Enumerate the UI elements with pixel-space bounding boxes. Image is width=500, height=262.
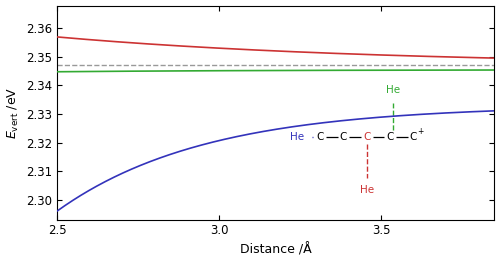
Text: He: He: [290, 132, 304, 142]
Text: C: C: [410, 132, 417, 142]
X-axis label: Distance /Å: Distance /Å: [240, 243, 312, 256]
Text: He: He: [360, 185, 374, 195]
Text: C: C: [340, 132, 347, 142]
Text: C: C: [316, 132, 324, 142]
Text: He: He: [386, 85, 400, 95]
Text: +: +: [418, 127, 424, 136]
Text: C: C: [386, 132, 394, 142]
Y-axis label: $E_{\rm vert}$ /eV: $E_{\rm vert}$ /eV: [6, 86, 20, 139]
Text: C: C: [363, 132, 370, 142]
